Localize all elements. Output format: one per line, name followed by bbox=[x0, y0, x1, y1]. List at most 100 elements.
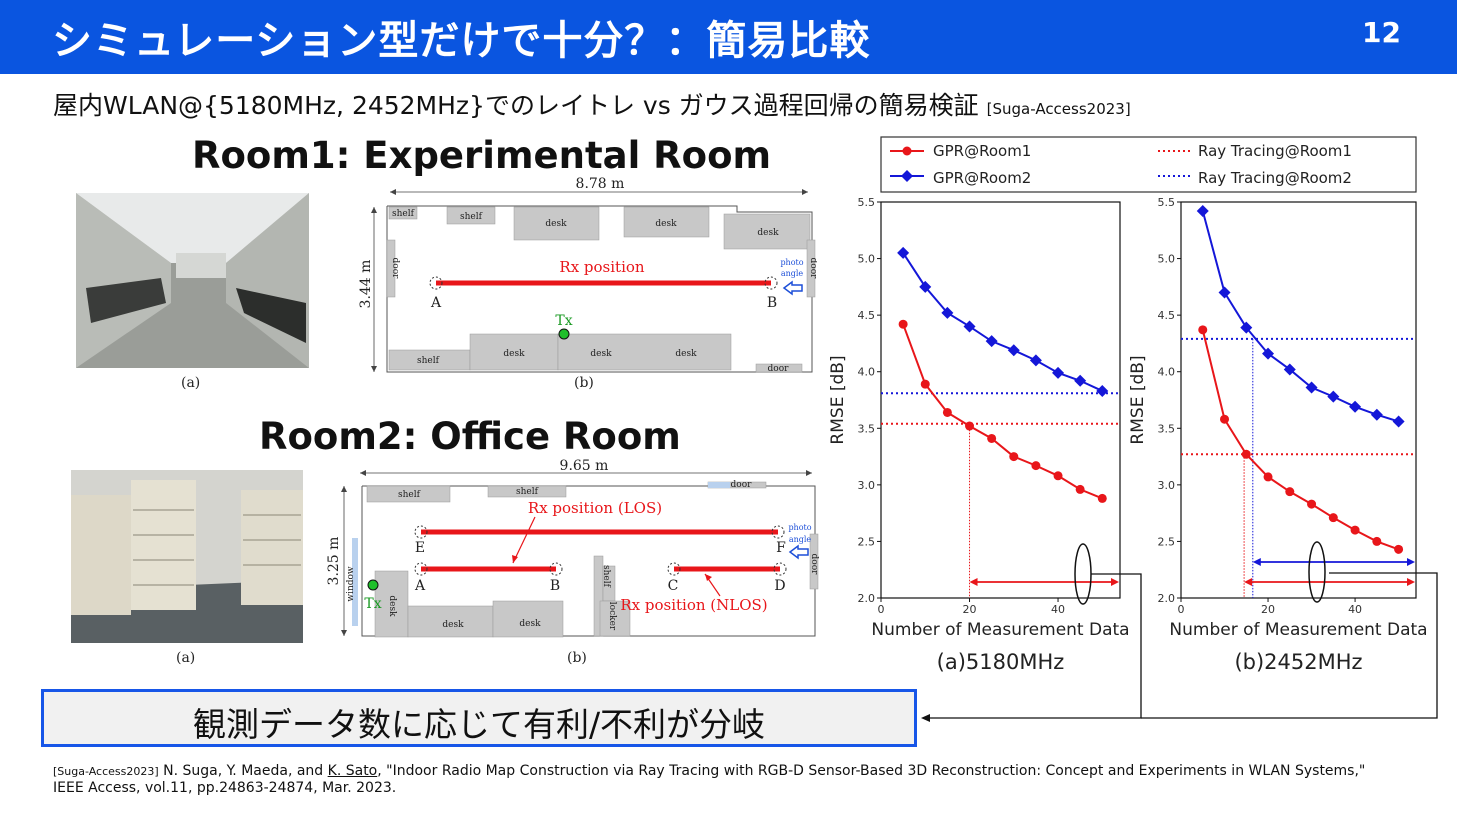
room1-shelf-2: shelf bbox=[460, 212, 483, 222]
y-axis-label: RMSE [dB] bbox=[828, 355, 848, 444]
room1-shelf-1: shelf bbox=[392, 209, 415, 219]
data-point bbox=[1263, 472, 1273, 482]
room1-door-left: door bbox=[390, 258, 400, 280]
x-axis-label: Number of Measurement Data bbox=[871, 620, 1129, 640]
room2-tx-label: Tx bbox=[364, 596, 381, 612]
room2-locker: locker bbox=[607, 602, 617, 631]
y-tick-label: 2.5 bbox=[858, 535, 876, 548]
legend-gpr-room1: GPR@Room1 bbox=[933, 142, 1031, 160]
data-point bbox=[1350, 525, 1360, 535]
room2-photo bbox=[71, 470, 303, 643]
data-point bbox=[1052, 366, 1065, 379]
room2-door-top: door bbox=[731, 480, 753, 490]
data-point bbox=[1075, 484, 1085, 494]
room2-desk-2: desk bbox=[519, 619, 541, 629]
arrow-head-right-icon bbox=[1407, 558, 1415, 566]
room1-desk-3: desk bbox=[757, 228, 779, 238]
data-point bbox=[1096, 384, 1109, 397]
room1-floor-plan: 8.78 m 3.44 m shelf shelf desk desk desk… bbox=[358, 176, 817, 374]
room2-width-label: 9.65 m bbox=[560, 458, 609, 474]
reference-line-2: IEEE Access, vol.11, pp.24863-24874, Mar… bbox=[53, 780, 397, 796]
reference-line-1: [Suga-Access2023] N. Suga, Y. Maeda, and… bbox=[53, 763, 1423, 780]
chart-2452mhz: 2.0 2.5 3.0 3.5 4.0 4.5 5.0 5.5 0 20 40 RMSE [dB] Nu… bbox=[1128, 196, 1428, 674]
y-tick-label: 5.5 bbox=[1158, 196, 1176, 209]
room2-rx-los-label: Rx position (LOS) bbox=[528, 499, 662, 517]
data-point bbox=[1307, 499, 1317, 509]
y-tick-label: 3.5 bbox=[858, 422, 876, 435]
data-point bbox=[963, 320, 976, 333]
x-tick-label: 20 bbox=[963, 603, 977, 616]
data-point bbox=[1349, 400, 1362, 413]
room1-tx-label: Tx bbox=[555, 313, 572, 329]
room2-point-d: D bbox=[774, 578, 785, 594]
y-tick-label: 4.0 bbox=[1158, 366, 1176, 379]
series-line bbox=[1201, 210, 1399, 423]
y-tick-label: 5.0 bbox=[1158, 253, 1176, 266]
legend-gpr-room1-marker bbox=[902, 146, 912, 156]
room2-shelf-1: shelf bbox=[398, 490, 421, 500]
room2-rx-nlos-label: Rx position (NLOS) bbox=[620, 596, 767, 614]
chart-title: (b)2452MHz bbox=[1234, 650, 1362, 674]
room1-rx-label: Rx position bbox=[559, 258, 645, 276]
reference: [Suga-Access2023] N. Suga, Y. Maeda, and… bbox=[53, 763, 1423, 797]
data-point bbox=[898, 319, 908, 329]
data-point bbox=[1283, 363, 1296, 376]
data-point bbox=[965, 421, 975, 431]
room1-desk-2: desk bbox=[655, 219, 677, 229]
room2-photo-image bbox=[71, 470, 303, 643]
series-line bbox=[902, 252, 1103, 392]
subtitle-citation: [Suga-Access2023] bbox=[986, 100, 1131, 118]
chart-title: (a)5180MHz bbox=[937, 650, 1065, 674]
data-point bbox=[1029, 354, 1042, 367]
y-tick-label: 5.0 bbox=[858, 253, 876, 266]
svg-text:angle: angle bbox=[789, 535, 812, 544]
room1-title: Room1: Experimental Room bbox=[192, 134, 772, 177]
room2-title: Room2: Office Room bbox=[259, 415, 681, 458]
data-point bbox=[1074, 374, 1087, 387]
data-point bbox=[920, 379, 930, 389]
data-point bbox=[1007, 344, 1020, 357]
data-point bbox=[985, 335, 998, 348]
data-point bbox=[1031, 461, 1041, 471]
data-point bbox=[1394, 544, 1404, 554]
arrow-head-left-icon bbox=[969, 578, 978, 586]
legend-gpr-room2-marker bbox=[901, 170, 913, 182]
y-tick-label: 2.0 bbox=[858, 592, 876, 605]
arrow-head-right-icon bbox=[1407, 578, 1415, 586]
x-axis-label: Number of Measurement Data bbox=[1169, 620, 1427, 640]
reference-tag: [Suga-Access2023] bbox=[53, 765, 159, 778]
data-point bbox=[919, 280, 932, 293]
room1-photo-image bbox=[76, 193, 309, 368]
y-tick-label: 5.5 bbox=[858, 196, 876, 209]
data-point bbox=[987, 433, 997, 443]
room1-shelf-3: shelf bbox=[417, 356, 440, 366]
room1-desk-4: desk bbox=[503, 349, 525, 359]
room2-photo-caption: (a) bbox=[176, 650, 196, 666]
room1-door-right: door bbox=[808, 258, 817, 280]
y-tick-label: 3.0 bbox=[1158, 479, 1176, 492]
svg-text:angle: angle bbox=[781, 269, 804, 278]
chart-legend: GPR@Room1 GPR@Room2 Ray Tracing@Room1 Ra… bbox=[880, 136, 1417, 193]
arrow-head-left-icon bbox=[1244, 578, 1253, 586]
photo-angle-arrow-icon bbox=[788, 544, 809, 560]
reference-underlined-author: K. Sato bbox=[327, 763, 378, 779]
room1-door-bottom: door bbox=[768, 364, 790, 374]
data-point bbox=[897, 246, 910, 259]
slide-header: シミュレーション型だけで十分？：簡易比較 12 bbox=[0, 0, 1457, 74]
data-point bbox=[1220, 414, 1230, 424]
y-tick-label: 3.5 bbox=[1158, 422, 1176, 435]
subtitle-text: 屋内WLAN@{5180MHz, 2452MHz}でのレイトレ vs ガウス過程… bbox=[53, 91, 979, 120]
data-point bbox=[1196, 205, 1209, 218]
slide-title: シミュレーション型だけで十分？：簡易比較 bbox=[52, 18, 871, 64]
conclusion-text: 観測データ数に応じて有利/不利が分岐 bbox=[192, 705, 766, 744]
room2-point-a: A bbox=[414, 578, 426, 594]
room1-height-label: 3.44 m bbox=[358, 260, 374, 309]
plot-area bbox=[880, 201, 1121, 599]
room2-window: window bbox=[346, 566, 356, 602]
x-tick-label: 40 bbox=[1348, 603, 1362, 616]
y-tick-label: 3.0 bbox=[858, 479, 876, 492]
room1-desk-5: desk bbox=[590, 349, 612, 359]
photo-angle-arrow-icon bbox=[782, 280, 803, 296]
legend-gpr-room2: GPR@Room2 bbox=[933, 169, 1031, 187]
room2-door-right: door bbox=[809, 554, 819, 576]
